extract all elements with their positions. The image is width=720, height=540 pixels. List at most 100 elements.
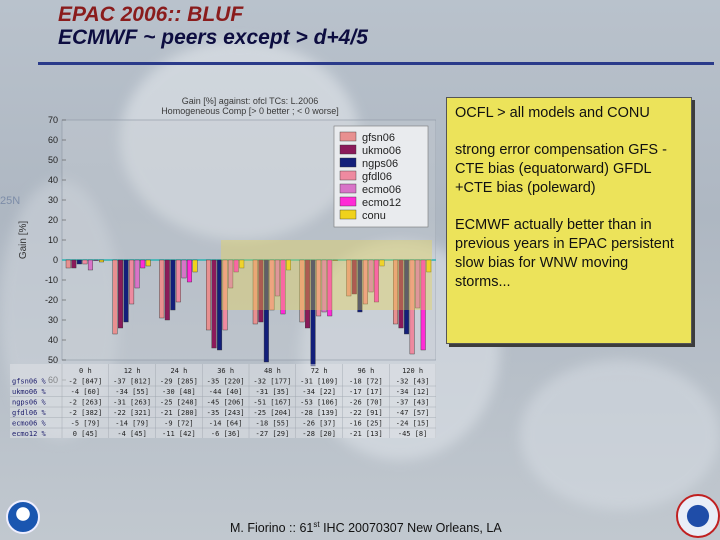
bar-ngps06-12h <box>123 259 129 323</box>
bar-conu-72h <box>332 259 338 261</box>
legend-swatch-ngps06 <box>339 157 357 168</box>
bar-ecmo12-72h <box>327 259 333 317</box>
bar-ngps06-24h <box>170 259 176 311</box>
bar-ukmo06-00h <box>71 259 77 269</box>
footer-sup: st <box>313 520 320 529</box>
table-cell: -34 [22] <box>302 388 336 396</box>
footer-credit: M. Fiorino :: 61st IHC 20070307 New Orle… <box>230 520 502 535</box>
table-cell: -4 [60] <box>71 388 101 396</box>
y-tick-label: 30 <box>48 315 58 325</box>
bar-ukmo06-12h <box>118 259 124 329</box>
bar-gfsn06-48h <box>252 259 258 325</box>
bar-gfsn06-12h <box>112 259 118 335</box>
legend-label-ecmo12: ecmo12 <box>362 197 401 209</box>
bar-ngps06-48h <box>263 259 269 363</box>
bar-gfsn06-00h <box>65 259 71 269</box>
bar-gfdl06-72h <box>316 259 322 317</box>
bar-gfdl06-96h <box>362 259 368 305</box>
title-line-1: EPAC 2006:: BLUF <box>58 3 244 26</box>
table-header-cell: 24 h <box>170 367 187 375</box>
y-tick-label: -10 <box>45 275 58 285</box>
y-tick-label: 50 <box>48 355 58 365</box>
table-cell: -2 [847] <box>69 378 103 386</box>
table-header-cell: 48 h <box>264 367 281 375</box>
table-header-cell: 96 h <box>357 367 374 375</box>
bar-conu-36h <box>239 259 245 269</box>
title-line-2: ECMWF ~ peers except > d+4/5 <box>58 26 368 49</box>
table-cell: 0 [45] <box>73 430 98 438</box>
bar-ecmo06-96h <box>368 259 374 293</box>
legend-label-ngps06: ngps06 <box>362 158 398 170</box>
bar-ecmo06-48h <box>274 259 280 297</box>
title-rule <box>38 62 714 65</box>
slide-title: EPAC 2006:: BLUF ECMWF ~ peers except > … <box>58 4 368 50</box>
gain-chart: Gain [%] against: ofcl TCs: L.2006 Homoge… <box>10 92 437 452</box>
table-row-label: ecmo06 % <box>12 420 47 428</box>
table-cell: -2 [263] <box>69 399 103 407</box>
table-cell: -51 [167] <box>253 399 291 407</box>
table-cell: -31 [35] <box>256 388 290 396</box>
table-cell: -29 [285] <box>160 378 198 386</box>
table-cell: -45 [206] <box>207 399 245 407</box>
legend-label-gfsn06: gfsn06 <box>362 132 395 144</box>
bar-ukmo06-48h <box>258 259 264 323</box>
table-cell: -22 [321] <box>113 409 151 417</box>
table-cell: -16 [25] <box>349 420 383 428</box>
bar-gfdl06-24h <box>175 259 181 303</box>
table-cell: -25 [204] <box>253 409 291 417</box>
bar-ecmo06-36h <box>228 259 234 289</box>
bar-ecmo12-00h <box>93 259 99 261</box>
legend-label-conu: conu <box>362 210 386 222</box>
table-cell: -27 [29] <box>256 430 290 438</box>
bar-gfsn06-72h <box>299 259 305 323</box>
table-cell: -14 [64] <box>209 420 243 428</box>
bar-ecmo12-48h <box>280 259 286 315</box>
table-cell: -47 [57] <box>396 409 430 417</box>
legend-swatch-ecmo06 <box>339 183 357 194</box>
y-tick-label: 0 <box>53 255 58 265</box>
table-cell: -14 [79] <box>115 420 149 428</box>
y-tick-label: 10 <box>48 235 58 245</box>
bar-ukmo06-120h <box>398 259 404 329</box>
note-paragraph-3: ECMWF actually better than in previous y… <box>455 217 674 290</box>
table-cell: -35 [243] <box>207 409 245 417</box>
bar-ecmo12-24h <box>186 259 192 283</box>
bar-conu-96h <box>379 259 385 267</box>
bar-ecmo12-12h <box>140 259 146 269</box>
y-tick-label: 50 <box>48 155 58 165</box>
table-cell: -28 [139] <box>300 409 338 417</box>
bar-ngps06-96h <box>357 259 363 313</box>
table-cell: -31 [263] <box>113 399 151 407</box>
y-tick-label: 20 <box>48 215 58 225</box>
bar-ecmo06-24h <box>181 259 187 279</box>
cloud-blob <box>120 40 360 240</box>
bar-ecmo12-120h <box>420 259 426 351</box>
table-cell: -5 [79] <box>71 420 101 428</box>
table-header-cell: 36 h <box>217 367 234 375</box>
table-cell: -53 [106] <box>300 399 338 407</box>
legend-swatch-ecmo12 <box>339 196 357 207</box>
bar-gfdl06-12h <box>129 259 135 305</box>
chart-title: Gain [%] against: ofcl TCs: L.2006 <box>182 96 318 106</box>
table-cell: -32 [43] <box>396 378 430 386</box>
note-paragraph-1: OCFL > all models and CONU <box>455 105 650 121</box>
table-row-label: ngps06 % <box>12 399 47 407</box>
table-cell: -6 [36] <box>211 430 241 438</box>
bar-gfsn06-120h <box>393 259 398 325</box>
bar-gfsn06-36h <box>206 259 211 331</box>
bar-conu-24h <box>192 259 198 273</box>
bar-ngps06-36h <box>217 259 223 351</box>
table-header-cell: 12 h <box>124 367 141 375</box>
legend-swatch-ukmo06 <box>339 144 357 155</box>
table-cell: -22 [91] <box>349 409 383 417</box>
bar-ngps06-00h <box>76 259 82 265</box>
footer-pre: M. Fiorino :: 61 <box>230 521 314 536</box>
table-bg <box>10 364 436 452</box>
table-cell: -34 [55] <box>115 388 149 396</box>
table-cell: -26 [37] <box>302 420 336 428</box>
bar-gfdl06-120h <box>409 259 415 355</box>
table-header-cell: 72 h <box>311 367 328 375</box>
noaa-logo-icon <box>6 500 40 534</box>
map-latitude-label: 25N <box>0 195 21 207</box>
bar-conu-12h <box>145 259 151 267</box>
